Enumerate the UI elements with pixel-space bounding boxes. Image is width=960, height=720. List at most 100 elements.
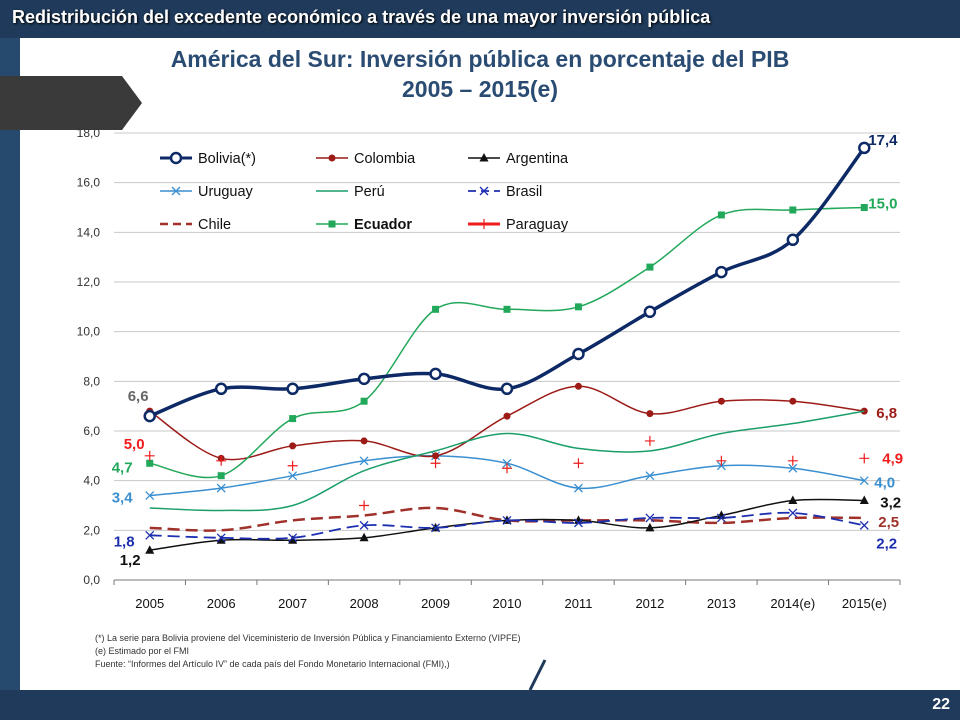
y-tick-label: 10,0 <box>77 325 101 339</box>
data-point-ecuador <box>217 472 225 480</box>
legend-marker-brasil <box>479 186 489 196</box>
data-point-argentina <box>573 515 583 524</box>
data-point-paraguay <box>359 500 370 511</box>
data-point-bolivia <box>786 233 800 247</box>
page-number: 22 <box>932 696 950 713</box>
data-point-uruguay <box>859 476 869 486</box>
data-point-uruguay <box>216 483 226 493</box>
data-label: 3,4 <box>112 490 134 507</box>
data-point-argentina <box>216 535 226 544</box>
footnote-estimate: (e) Estimado por el FMI <box>95 646 190 656</box>
data-point-bolivia <box>357 372 371 386</box>
data-point-ecuador <box>289 415 297 423</box>
left-accent-bar <box>0 38 20 690</box>
data-point-ecuador <box>574 303 582 311</box>
data-point-brasil <box>502 515 512 525</box>
y-tick-label: 18,0 <box>77 126 101 140</box>
data-point-paraguay <box>216 455 227 466</box>
legend-label-argentina: Argentina <box>506 151 569 167</box>
data-point-brasil <box>859 520 869 530</box>
data-label: 6,8 <box>876 405 897 422</box>
data-point-uruguay <box>645 471 655 481</box>
series-line-brasil <box>149 511 865 540</box>
data-point-paraguay <box>644 435 655 446</box>
y-tick-label: 12,0 <box>77 275 101 289</box>
data-label: 3,2 <box>880 495 901 512</box>
data-point-colombia <box>789 397 797 405</box>
legend-label-per: Perú <box>354 184 385 200</box>
data-point-paraguay <box>787 455 798 466</box>
y-tick-label: 8,0 <box>83 374 100 388</box>
data-point-uruguay <box>359 456 369 466</box>
data-label: 1,8 <box>114 533 135 550</box>
data-point-paraguay <box>287 460 298 471</box>
data-point-ecuador <box>503 305 511 313</box>
data-point-ecuador <box>360 397 368 405</box>
legend-marker-uruguay <box>171 186 181 196</box>
y-tick-label: 16,0 <box>77 176 101 190</box>
data-point-ecuador <box>717 211 725 219</box>
footnote-bolivia: (*) La serie para Bolivia proviene del V… <box>95 633 521 643</box>
data-point-argentina <box>359 532 369 542</box>
data-label: 2,2 <box>876 535 897 552</box>
series-line-argentina <box>149 498 865 551</box>
data-point-brasil <box>431 523 441 533</box>
data-point-colombia <box>646 410 654 418</box>
legend-marker-argentina <box>479 153 489 162</box>
data-point-uruguay <box>573 483 583 493</box>
legend-label-brasil: Brasil <box>506 184 542 200</box>
data-point-paraguay <box>502 463 512 474</box>
data-point-brasil <box>788 508 798 518</box>
data-label: 5,0 <box>124 436 145 453</box>
data-point-bolivia <box>214 382 228 396</box>
slide-subtitle: 2005 – 2015(e) <box>401 76 558 102</box>
data-point-uruguay <box>788 463 798 473</box>
x-tick-label: 2009 <box>421 596 450 611</box>
legend-marker-colombia <box>328 154 336 162</box>
slash-decoration <box>528 659 547 690</box>
x-tick-label: 2007 <box>278 596 307 611</box>
data-point-bolivia <box>143 409 156 423</box>
data-point-brasil <box>145 530 155 540</box>
x-tick-label: 2012 <box>635 596 664 611</box>
data-point-argentina <box>788 495 798 505</box>
data-point-colombia <box>717 397 725 405</box>
data-point-paraguay <box>716 455 727 466</box>
data-point-brasil <box>573 518 583 528</box>
series-line-per <box>149 410 865 512</box>
y-tick-label: 4,0 <box>83 474 100 488</box>
x-tick-label: 2011 <box>564 596 592 611</box>
banner-title: Redistribución del excedente económico a… <box>12 7 711 27</box>
data-point-paraguay <box>144 450 155 461</box>
data-point-colombia <box>289 442 297 450</box>
x-tick-label: 2005 <box>135 596 164 611</box>
data-label: 4,7 <box>112 459 133 476</box>
data-point-colombia <box>503 412 511 420</box>
data-label: 4,0 <box>874 475 895 492</box>
data-point-bolivia <box>429 367 442 381</box>
legend-label-uruguay: Uruguay <box>198 184 254 200</box>
data-label: 1,2 <box>120 552 141 569</box>
series-line-chile <box>149 506 865 532</box>
data-point-brasil <box>288 533 298 543</box>
y-tick-label: 2,0 <box>83 523 100 537</box>
data-point-brasil <box>359 520 369 530</box>
arrow-decoration <box>0 76 142 130</box>
data-point-ecuador <box>432 305 440 313</box>
data-point-colombia <box>432 452 440 460</box>
x-tick-label: 2006 <box>207 596 236 611</box>
data-point-bolivia <box>286 382 299 396</box>
data-point-bolivia <box>572 347 585 361</box>
x-tick-label: 2008 <box>350 596 379 611</box>
series-line-bolivia <box>149 146 866 418</box>
series-line-uruguay <box>149 455 865 497</box>
data-point-ecuador <box>646 263 654 271</box>
data-label: 6,6 <box>128 388 149 405</box>
legend-label-bolivia: Bolivia(*) <box>198 151 256 167</box>
series-line-ecuador <box>149 206 865 479</box>
y-tick-label: 6,0 <box>83 424 100 438</box>
footnote-source: Fuente: “Informes del Artículo IV” de ca… <box>95 659 450 669</box>
data-point-ecuador <box>860 204 868 211</box>
data-point-bolivia <box>500 382 514 396</box>
data-point-argentina <box>645 522 655 532</box>
